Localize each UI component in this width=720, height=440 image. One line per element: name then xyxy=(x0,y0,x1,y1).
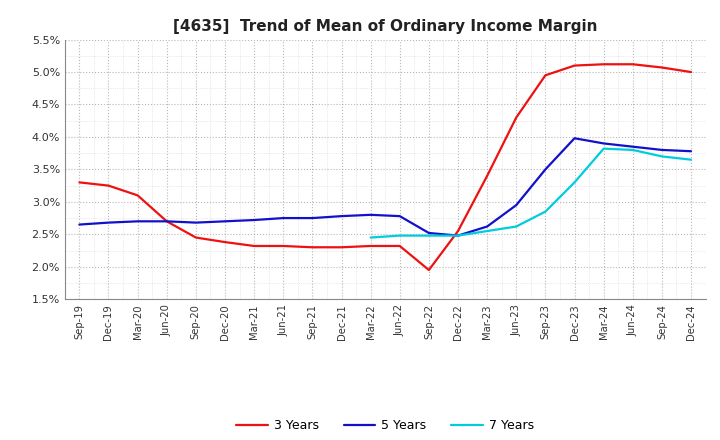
5 Years xyxy=(220,219,229,224)
5 Years xyxy=(366,212,375,217)
7 Years xyxy=(687,157,696,162)
5 Years xyxy=(395,213,404,219)
3 Years xyxy=(599,62,608,67)
7 Years xyxy=(570,180,579,185)
Title: [4635]  Trend of Mean of Ordinary Income Margin: [4635] Trend of Mean of Ordinary Income … xyxy=(173,19,598,34)
3 Years xyxy=(570,63,579,68)
3 Years xyxy=(308,245,317,250)
Line: 7 Years: 7 Years xyxy=(371,149,691,238)
5 Years xyxy=(337,213,346,219)
3 Years xyxy=(425,268,433,273)
5 Years xyxy=(512,202,521,208)
Line: 3 Years: 3 Years xyxy=(79,64,691,270)
5 Years xyxy=(454,233,462,238)
5 Years xyxy=(541,167,550,172)
3 Years xyxy=(657,65,666,70)
3 Years xyxy=(75,180,84,185)
5 Years xyxy=(192,220,200,225)
3 Years xyxy=(250,243,258,249)
3 Years xyxy=(512,115,521,120)
7 Years xyxy=(454,233,462,238)
7 Years xyxy=(425,233,433,238)
3 Years xyxy=(163,219,171,224)
3 Years xyxy=(687,70,696,75)
5 Years xyxy=(599,141,608,146)
7 Years xyxy=(541,209,550,214)
5 Years xyxy=(279,216,287,221)
5 Years xyxy=(163,219,171,224)
3 Years xyxy=(483,173,492,179)
7 Years xyxy=(599,146,608,151)
3 Years xyxy=(366,243,375,249)
5 Years xyxy=(75,222,84,227)
5 Years xyxy=(425,231,433,236)
Line: 5 Years: 5 Years xyxy=(79,138,691,235)
5 Years xyxy=(250,217,258,223)
7 Years xyxy=(512,224,521,229)
3 Years xyxy=(104,183,113,188)
7 Years xyxy=(395,233,404,238)
5 Years xyxy=(308,216,317,221)
3 Years xyxy=(220,239,229,245)
5 Years xyxy=(104,220,113,225)
7 Years xyxy=(629,147,637,153)
3 Years xyxy=(133,193,142,198)
5 Years xyxy=(629,144,637,149)
5 Years xyxy=(657,147,666,153)
5 Years xyxy=(483,224,492,229)
3 Years xyxy=(541,73,550,78)
3 Years xyxy=(395,243,404,249)
Legend: 3 Years, 5 Years, 7 Years: 3 Years, 5 Years, 7 Years xyxy=(231,414,539,437)
5 Years xyxy=(570,136,579,141)
7 Years xyxy=(483,228,492,234)
3 Years xyxy=(454,228,462,234)
5 Years xyxy=(687,149,696,154)
7 Years xyxy=(366,235,375,240)
3 Years xyxy=(279,243,287,249)
3 Years xyxy=(337,245,346,250)
3 Years xyxy=(192,235,200,240)
5 Years xyxy=(133,219,142,224)
3 Years xyxy=(629,62,637,67)
7 Years xyxy=(657,154,666,159)
